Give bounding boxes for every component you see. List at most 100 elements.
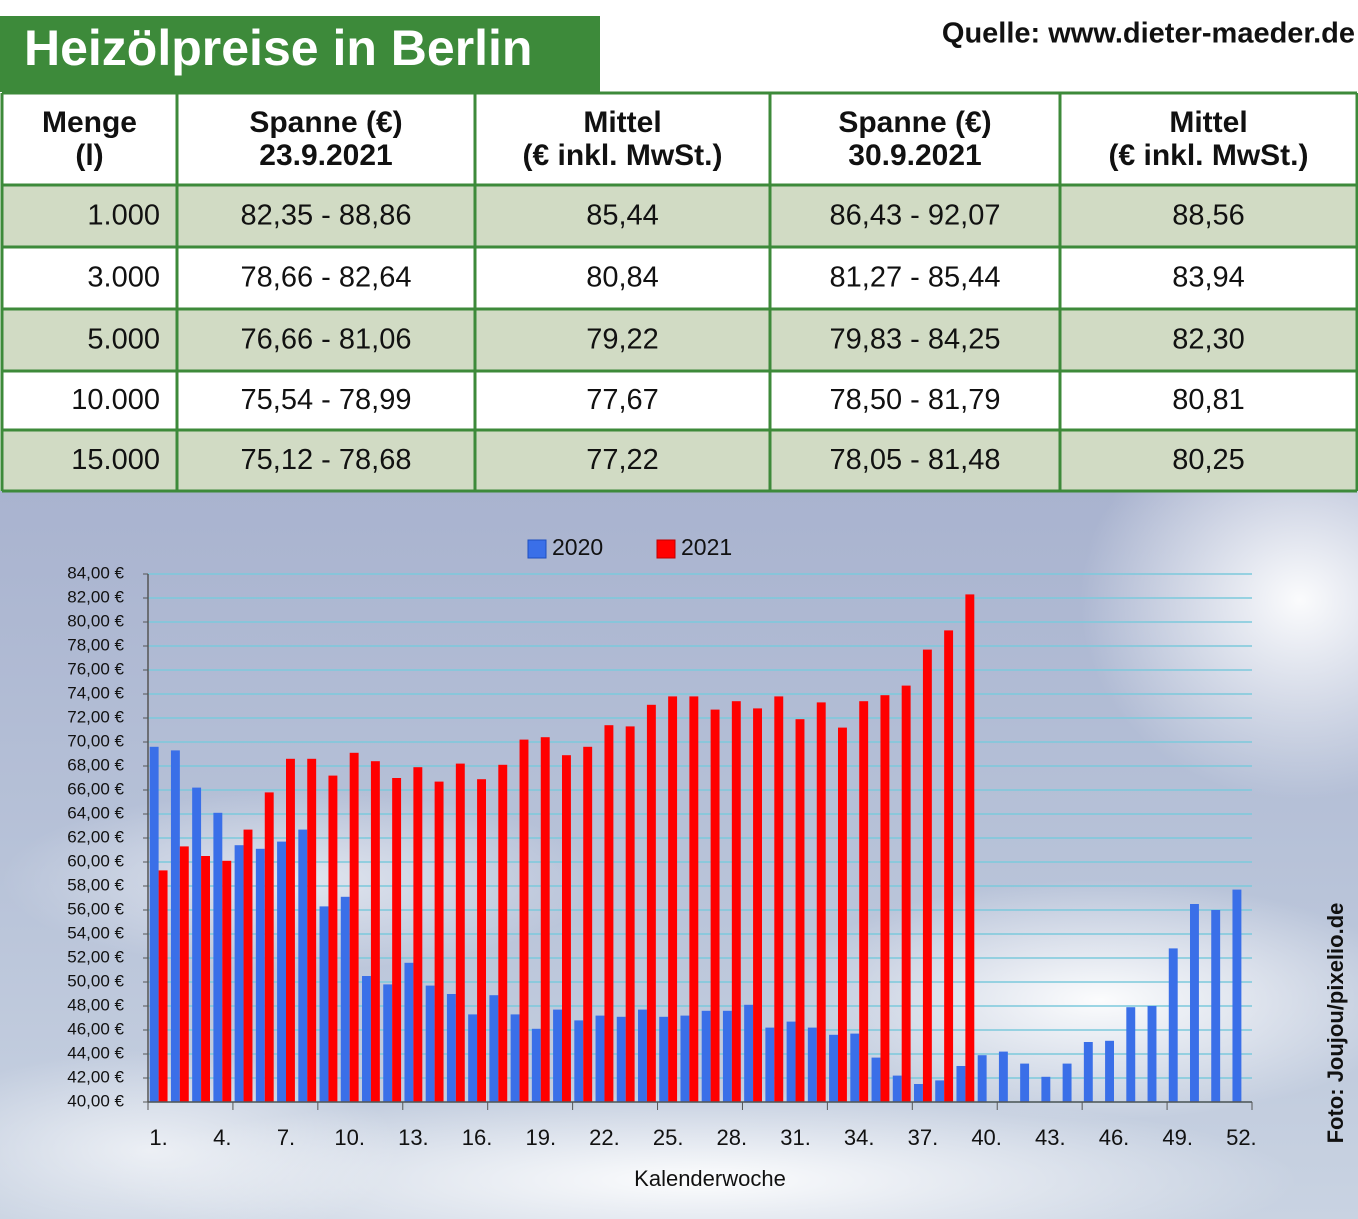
- bar: [158, 870, 168, 1102]
- table-cell: 85,44: [586, 200, 659, 232]
- table-cell: 80,84: [586, 262, 659, 294]
- y-tick-label: 40,00 €: [67, 1091, 124, 1110]
- x-tick-label: 46.: [1099, 1125, 1130, 1150]
- table-header: Spanne (€): [249, 106, 402, 139]
- y-tick-label: 46,00 €: [67, 1019, 124, 1038]
- bar: [404, 962, 414, 1102]
- bar: [659, 1016, 669, 1102]
- x-axis-label: Kalenderwoche: [634, 1166, 786, 1191]
- x-tick-label: 4.: [213, 1125, 231, 1150]
- bar: [1190, 904, 1199, 1102]
- bar: [786, 1021, 796, 1102]
- bar: [149, 746, 159, 1102]
- bar: [446, 994, 456, 1102]
- bar: [213, 812, 223, 1102]
- table-cell: 1.000: [87, 200, 160, 232]
- x-tick-label: 10.: [334, 1125, 365, 1150]
- table-cell: 82,30: [1172, 324, 1245, 356]
- table-cell: 86,43 - 92,07: [830, 200, 1001, 232]
- bar: [901, 685, 911, 1102]
- bar: [455, 763, 465, 1102]
- x-tick-label: 16.: [462, 1125, 493, 1150]
- bar: [307, 758, 317, 1102]
- bar: [965, 594, 975, 1102]
- y-tick-label: 80,00 €: [67, 611, 124, 630]
- table-cell: 5.000: [87, 324, 160, 356]
- bar: [1041, 1076, 1051, 1102]
- bar: [668, 696, 678, 1102]
- bar: [765, 1027, 775, 1102]
- bar: [540, 737, 550, 1102]
- bar: [680, 1015, 690, 1102]
- table-header: 23.9.2021: [259, 139, 392, 172]
- table-cell: 78,66 - 82,64: [241, 262, 412, 294]
- y-tick-label: 44,00 €: [67, 1043, 124, 1062]
- bar: [616, 1016, 626, 1102]
- bar: [298, 829, 308, 1102]
- table-cell: 15.000: [71, 444, 160, 476]
- y-tick-label: 52,00 €: [67, 947, 124, 966]
- bar: [838, 727, 847, 1102]
- y-tick-label: 82,00 €: [67, 587, 124, 606]
- y-tick-label: 62,00 €: [67, 827, 124, 846]
- bar: [286, 758, 295, 1102]
- x-tick-label: 40.: [971, 1125, 1002, 1150]
- bar: [595, 1015, 605, 1102]
- bar: [519, 739, 529, 1102]
- table-header: Mittel: [583, 106, 661, 139]
- bar: [859, 701, 869, 1102]
- bar: [349, 752, 359, 1102]
- bar: [477, 779, 486, 1102]
- x-tick-label: 1.: [149, 1125, 167, 1150]
- table-row-bg: [2, 247, 1357, 309]
- bar: [1020, 1063, 1030, 1102]
- bar: [553, 1009, 562, 1102]
- photo-credit: Foto: Joujou/pixelio.de: [1323, 903, 1348, 1144]
- bar: [531, 1028, 541, 1102]
- x-tick-label: 28.: [717, 1125, 748, 1150]
- bar: [816, 702, 826, 1102]
- bar: [892, 1075, 902, 1102]
- bar: [710, 709, 720, 1102]
- bar: [243, 829, 253, 1102]
- bar: [625, 726, 635, 1102]
- bar: [731, 701, 741, 1102]
- table-cell: 79,83 - 84,25: [830, 324, 1001, 356]
- bar: [871, 1057, 881, 1102]
- y-tick-label: 74,00 €: [67, 683, 124, 702]
- x-tick-label: 49.: [1162, 1125, 1193, 1150]
- bar: [234, 845, 244, 1102]
- x-tick-label: 37.: [908, 1125, 939, 1150]
- bar: [425, 985, 435, 1102]
- table-row-bg: [2, 430, 1357, 491]
- bar: [977, 1055, 987, 1102]
- x-tick-label: 22.: [589, 1125, 620, 1150]
- y-tick-label: 66,00 €: [67, 779, 124, 798]
- bar: [701, 1010, 711, 1102]
- bar: [1168, 948, 1178, 1102]
- x-tick-label: 13.: [398, 1125, 429, 1150]
- bar: [340, 896, 350, 1102]
- bar: [255, 848, 265, 1102]
- table-cell: 79,22: [586, 324, 659, 356]
- bar: [510, 1014, 520, 1102]
- bar: [646, 704, 656, 1102]
- bar: [1147, 1006, 1157, 1102]
- y-tick-label: 68,00 €: [67, 755, 124, 774]
- y-tick-label: 58,00 €: [67, 875, 124, 894]
- table-header: (l): [75, 139, 103, 172]
- table-header: (€ inkl. MwSt.): [522, 139, 722, 172]
- table-row-bg: [2, 309, 1357, 371]
- x-tick-label: 31.: [780, 1125, 811, 1150]
- table-header: (€ inkl. MwSt.): [1108, 139, 1308, 172]
- table-cell: 81,27 - 85,44: [830, 262, 1001, 294]
- x-tick-label: 52.: [1226, 1125, 1257, 1150]
- bar: [583, 746, 593, 1102]
- bar: [604, 725, 614, 1102]
- bar: [914, 1084, 923, 1102]
- y-tick-label: 60,00 €: [67, 851, 124, 870]
- bar: [277, 841, 286, 1102]
- bar: [328, 775, 338, 1102]
- bar: [370, 761, 380, 1102]
